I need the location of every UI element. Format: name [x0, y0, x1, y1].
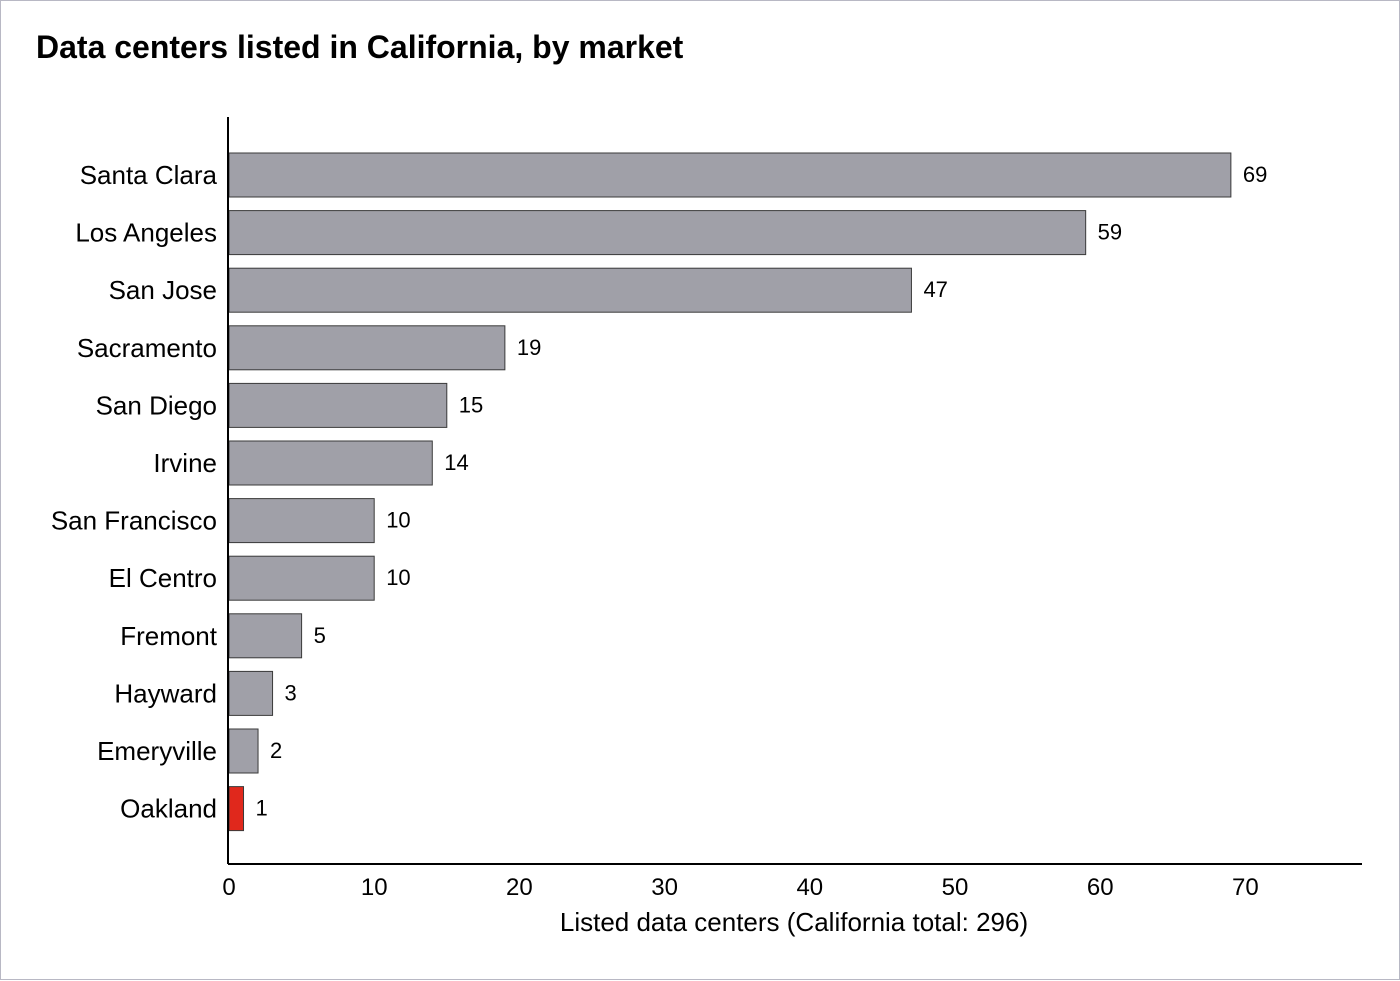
category-label: El Centro [109, 563, 217, 593]
bar-hayward [228, 670, 274, 716]
value-label: 10 [386, 565, 410, 590]
chart-title: Data centers listed in California, by ma… [36, 29, 684, 65]
x-tick-label: 60 [1087, 874, 1114, 901]
value-label: 5 [314, 623, 326, 648]
category-label: Fremont [120, 621, 218, 651]
x-tick-label: 40 [796, 874, 823, 901]
category-label: Hayward [114, 678, 217, 708]
bar-san-diego [228, 382, 448, 428]
value-label: 69 [1243, 162, 1267, 187]
value-label: 10 [386, 508, 410, 533]
bar-santa-clara [228, 152, 1232, 198]
value-label: 59 [1098, 220, 1122, 245]
value-label: 2 [270, 738, 282, 763]
bar-irvine [228, 440, 433, 486]
x-tick-label: 10 [361, 874, 388, 901]
category-label: Sacramento [77, 333, 217, 363]
bar-oakland [228, 786, 245, 832]
x-tick-label: 70 [1232, 874, 1259, 901]
value-label: 3 [285, 680, 297, 705]
category-label: Oakland [120, 794, 217, 824]
category-label: Irvine [153, 448, 217, 478]
category-label: San Francisco [51, 506, 217, 536]
x-axis-title: Listed data centers (California total: 2… [560, 907, 1028, 937]
value-label: 1 [256, 796, 268, 821]
bar-los-angeles [228, 210, 1087, 256]
x-tick-label: 30 [651, 874, 678, 901]
x-tick-label: 0 [222, 874, 235, 901]
x-tick-label: 50 [942, 874, 969, 901]
bar-san-jose [228, 267, 912, 313]
category-label: Los Angeles [75, 218, 217, 248]
bar-el-centro [228, 555, 375, 601]
bar-san-francisco [228, 498, 375, 544]
bar-sacramento [228, 325, 506, 371]
category-label: San Jose [109, 275, 217, 305]
value-label: 15 [459, 392, 483, 417]
x-tick-label: 20 [506, 874, 533, 901]
bar-emeryville [228, 728, 259, 774]
bar-fremont [228, 613, 303, 659]
category-label: Emeryville [97, 736, 217, 766]
value-label: 14 [444, 450, 468, 475]
category-label: San Diego [96, 390, 217, 420]
value-label: 47 [923, 277, 947, 302]
category-label: Santa Clara [80, 160, 218, 190]
value-label: 19 [517, 335, 541, 360]
